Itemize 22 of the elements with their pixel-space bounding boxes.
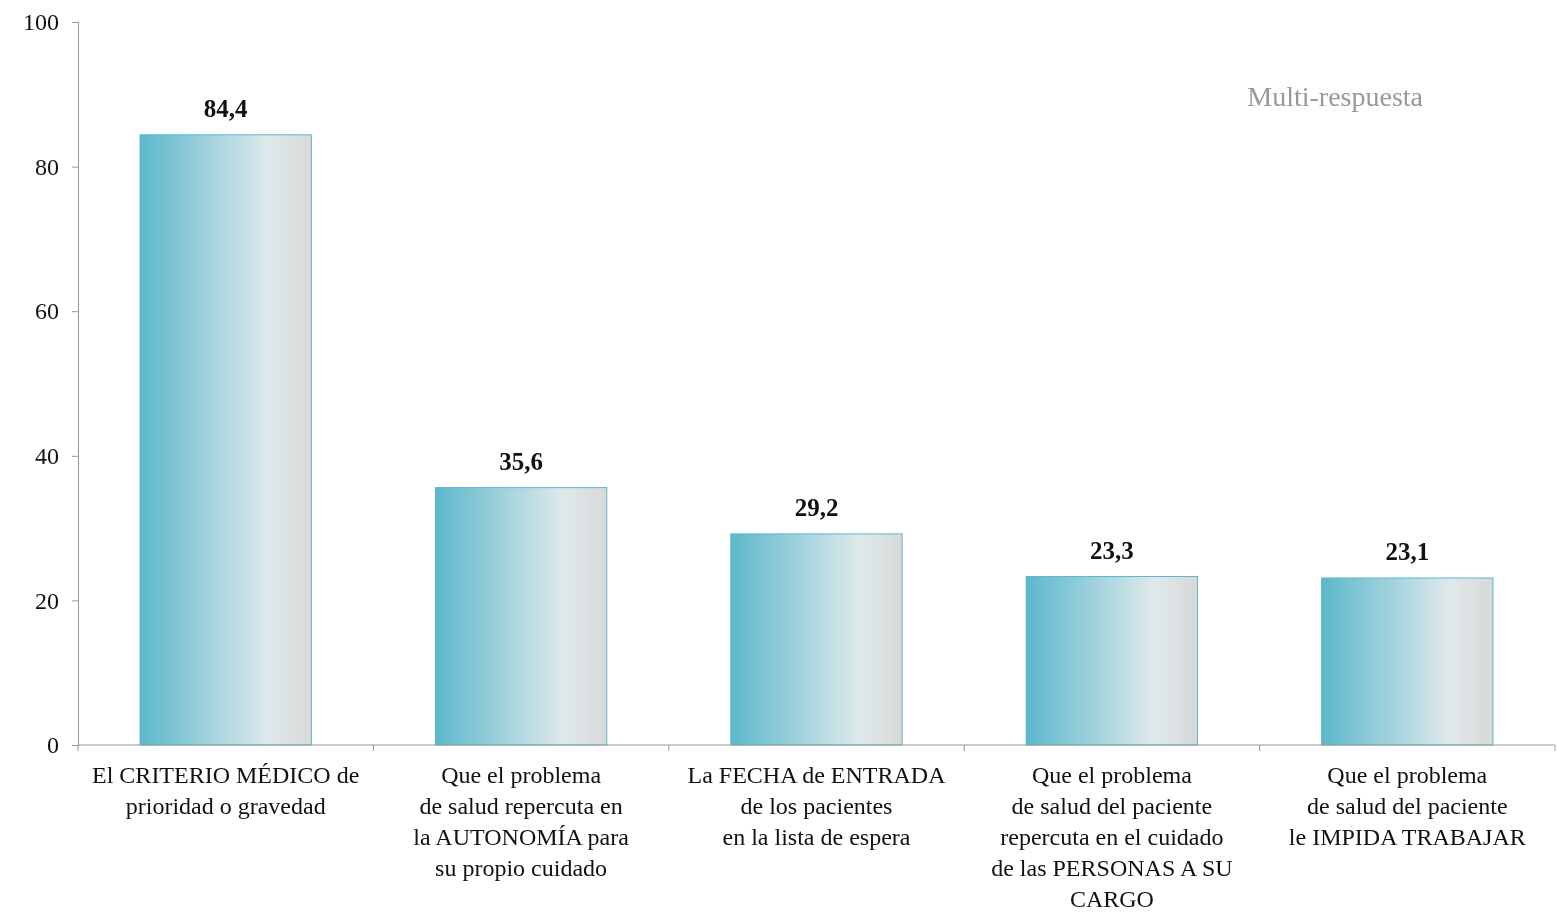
y-tick-label: 100 (23, 9, 59, 36)
bar (434, 487, 608, 746)
data-label: 84,4 (203, 94, 249, 122)
data-label: 23,1 (1385, 537, 1430, 565)
x-tick-label: El CRITERIO MÉDICO de prioridad o gravedad (92, 762, 360, 819)
bar (1321, 577, 1494, 746)
data-label: 35,6 (499, 447, 543, 475)
y-tick-label: 40 (35, 442, 59, 469)
data-label: 23,3 (1090, 536, 1134, 564)
x-tick-label: Que el problema de salud del paciente repercuta en el cuidado de las PERSONAS A SU CARGO (991, 762, 1233, 912)
x-tick-label: La FECHA de ENTRADA de los pacientes en la lista de espera (687, 762, 947, 850)
y-tick-label: 60 (35, 298, 59, 325)
annotation: Multi-respuesta (1247, 81, 1424, 112)
y-tick-label: 20 (35, 587, 59, 614)
bar (730, 533, 903, 746)
x-tick-label: Que el problema de salud del paciente le IMPIDA TRABAJAR (1288, 762, 1526, 850)
data-label: 29,2 (794, 493, 839, 521)
bar (139, 134, 312, 746)
y-tick-label: 0 (47, 732, 59, 759)
x-tick-label: Que el problema de salud repercuta en la AUTONOMÍA para su propio cuidado (413, 762, 630, 881)
bar (1025, 576, 1199, 746)
y-tick-label: 80 (35, 153, 59, 180)
